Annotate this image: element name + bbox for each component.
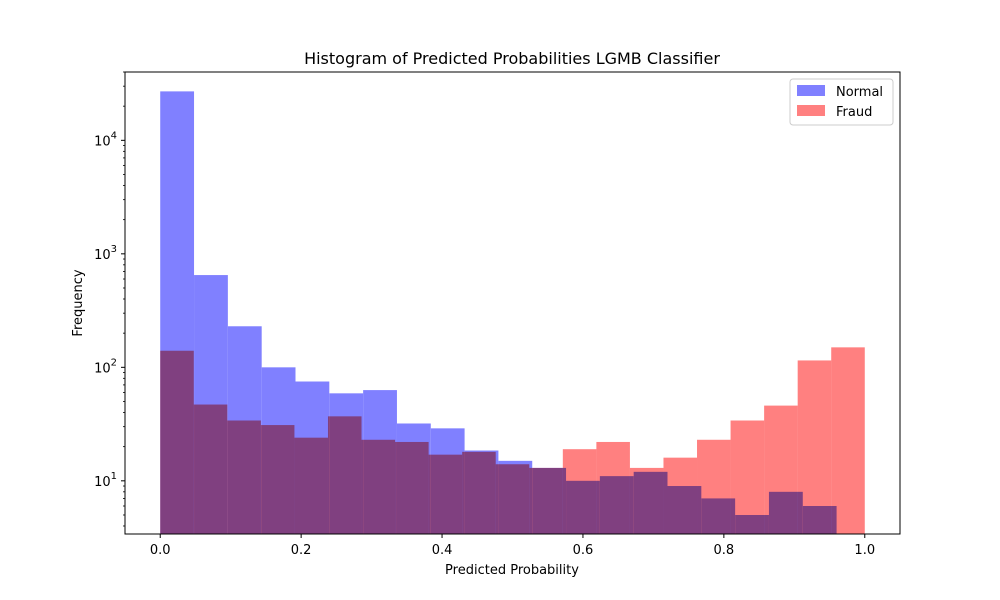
fraud-bar	[495, 464, 530, 534]
fraud-bar	[764, 405, 798, 534]
y-axis-ticks: 101 102 103 104	[94, 71, 125, 527]
fraud-bar	[596, 441, 630, 534]
legend-label-normal: Normal	[836, 85, 883, 100]
y-tick-label: 103	[94, 244, 117, 263]
x-tick-label: 0.8	[714, 543, 735, 558]
y-tick-label: 104	[94, 130, 117, 149]
fraud-bar	[831, 347, 865, 534]
fraud-bar	[260, 425, 295, 534]
fraud-bar	[663, 457, 698, 534]
fraud-bar	[562, 449, 597, 534]
fraud-bar	[529, 467, 563, 534]
fraud-bar	[462, 451, 496, 534]
fraud-bars	[160, 347, 865, 534]
fraud-bar	[327, 416, 362, 534]
fraud-bar	[227, 420, 261, 534]
fraud-bar	[294, 437, 328, 534]
x-tick-label: 0.6	[573, 543, 594, 558]
fraud-bar	[361, 439, 396, 534]
fraud-bar	[629, 467, 664, 534]
y-tick-label: 101	[94, 471, 117, 490]
legend-swatch-normal	[797, 85, 825, 96]
x-tick-label: 0.4	[432, 543, 453, 558]
plot-frame	[124, 71, 901, 535]
x-tick-label: 0.0	[150, 543, 171, 558]
x-axis-label: Predicted Probability	[445, 563, 579, 578]
fraud-bar	[697, 439, 731, 534]
fraud-bar	[160, 350, 194, 534]
fraud-bar	[193, 404, 228, 534]
x-axis-ticks: 0.0 0.2 0.4 0.6 0.8 1.0	[150, 534, 875, 558]
y-tick-label: 102	[94, 357, 117, 376]
legend: Normal Fraud	[789, 78, 894, 126]
legend-swatch-fraud	[797, 105, 825, 116]
fraud-bar	[428, 454, 463, 534]
fraud-bar	[395, 441, 429, 534]
y-axis-label: Frequency	[71, 269, 86, 336]
chart-title: Histogram of Predicted Probabilities LGM…	[304, 49, 720, 68]
x-tick-label: 0.2	[291, 543, 312, 558]
x-tick-label: 1.0	[854, 543, 875, 558]
fraud-bar	[797, 360, 832, 534]
fraud-bar	[730, 420, 765, 534]
legend-label-fraud: Fraud	[836, 105, 872, 120]
